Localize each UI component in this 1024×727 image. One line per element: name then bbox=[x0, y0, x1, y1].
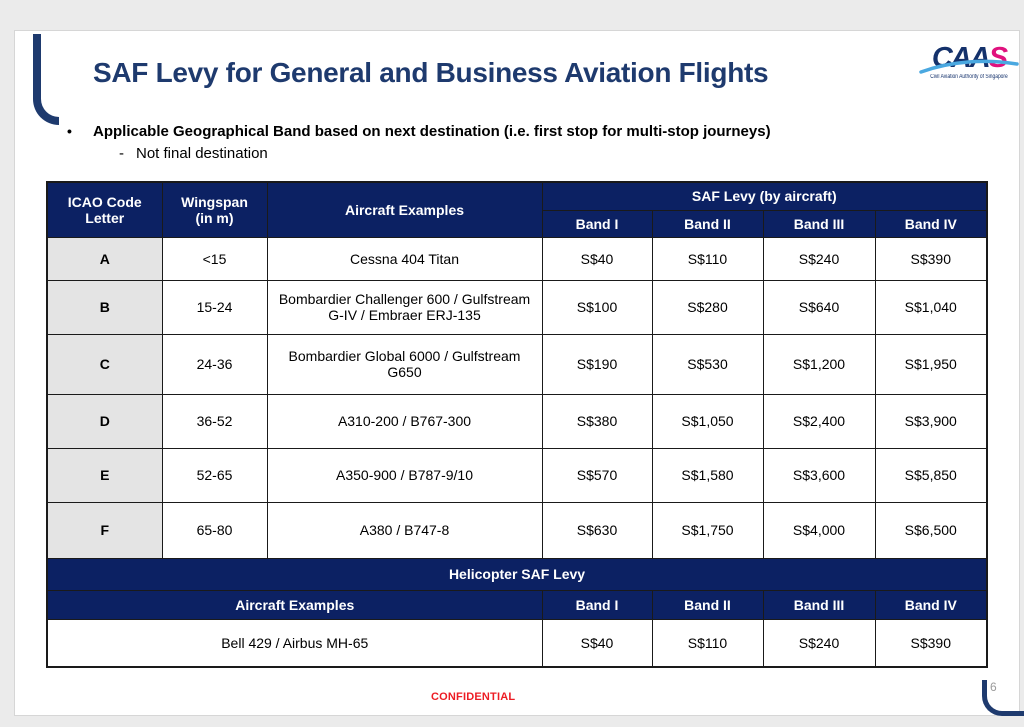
levy-band3-cell: S$2,400 bbox=[762, 393, 876, 449]
wingspan-cell: 52-65 bbox=[161, 447, 268, 503]
helicopter-levy-band3-cell: S$240 bbox=[762, 618, 876, 668]
corner-bracket-bottom-right-decoration bbox=[982, 680, 1024, 716]
levy-band3-cell: S$3,600 bbox=[762, 447, 876, 503]
wingspan-cell: <15 bbox=[161, 236, 268, 281]
levy-band4-cell: S$5,850 bbox=[874, 447, 988, 503]
aircraft-examples-cell: A350-900 / B787-9/10 bbox=[266, 447, 543, 503]
confidential-label: CONFIDENTIAL bbox=[431, 691, 516, 703]
presentation-slide: SAF Levy for General and Business Aviati… bbox=[14, 30, 1024, 716]
helicopter-levy-band1-cell: S$40 bbox=[541, 618, 653, 668]
aircraft-examples-cell: Bombardier Global 6000 / Gulfstream G650 bbox=[266, 333, 543, 395]
table-row-f: F 65-80 A380 / B747-8 S$630 S$1,750 S$4,… bbox=[46, 501, 988, 559]
helicopter-col-header-band-1: Band I bbox=[541, 589, 653, 620]
caas-logo: CAAS Civil Aviation Authority of Singapo… bbox=[917, 43, 1021, 80]
levy-band3-cell: S$4,000 bbox=[762, 501, 876, 559]
col-header-band-4: Band IV bbox=[874, 209, 988, 238]
levy-band1-cell: S$190 bbox=[541, 333, 653, 395]
table-row-b: B 15-24 Bombardier Challenger 600 / Gulf… bbox=[46, 279, 988, 335]
icao-letter-cell: F bbox=[46, 501, 163, 559]
levy-band4-cell: S$1,950 bbox=[874, 333, 988, 395]
levy-band3-cell: S$640 bbox=[762, 279, 876, 335]
levy-band2-cell: S$280 bbox=[651, 279, 764, 335]
levy-band2-cell: S$1,580 bbox=[651, 447, 764, 503]
wingspan-cell: 36-52 bbox=[161, 393, 268, 449]
caas-logo-letter-accent: S bbox=[988, 42, 1008, 74]
levy-band1-cell: S$380 bbox=[541, 393, 653, 449]
col-header-saf-levy-group: SAF Levy (by aircraft) bbox=[541, 181, 988, 211]
helicopter-levy-band4-cell: S$390 bbox=[874, 618, 988, 668]
col-header-wingspan: Wingspan (in m) bbox=[161, 181, 268, 238]
wingspan-cell: 65-80 bbox=[161, 501, 268, 559]
col-header-wingspan-line2: (in m) bbox=[195, 209, 234, 226]
icao-letter-cell: D bbox=[46, 393, 163, 449]
levy-band3-cell: S$1,200 bbox=[762, 333, 876, 395]
levy-band3-cell: S$240 bbox=[762, 236, 876, 281]
bullet-item: • Applicable Geographical Band based on … bbox=[67, 123, 771, 140]
icao-letter-cell: A bbox=[46, 236, 163, 281]
table-row-e: E 52-65 A350-900 / B787-9/10 S$570 S$1,5… bbox=[46, 447, 988, 503]
saf-levy-table: ICAO Code Letter Wingspan (in m) Aircraf… bbox=[46, 181, 989, 668]
levy-band4-cell: S$390 bbox=[874, 236, 988, 281]
levy-band1-cell: S$100 bbox=[541, 279, 653, 335]
icao-letter-cell: E bbox=[46, 447, 163, 503]
table-row-d: D 36-52 A310-200 / B767-300 S$380 S$1,05… bbox=[46, 393, 988, 449]
bullet-text: Applicable Geographical Band based on ne… bbox=[93, 123, 771, 140]
slide-title: SAF Levy for General and Business Aviati… bbox=[93, 57, 769, 88]
caas-logo-wordmark: CAAS bbox=[917, 42, 1021, 74]
helicopter-col-header-band-4: Band IV bbox=[874, 589, 988, 620]
icao-letter-cell: B bbox=[46, 279, 163, 335]
caas-logo-letters-navy: CAA bbox=[931, 42, 991, 74]
aircraft-examples-cell: A380 / B747-8 bbox=[266, 501, 543, 559]
sub-bullet-dash: - bbox=[119, 145, 124, 162]
levy-band4-cell: S$3,900 bbox=[874, 393, 988, 449]
helicopter-section-title: Helicopter SAF Levy bbox=[46, 557, 988, 591]
levy-band4-cell: S$1,040 bbox=[874, 279, 988, 335]
helicopter-row: Bell 429 / Airbus MH-65 S$40 S$110 S$240… bbox=[46, 618, 988, 668]
helicopter-col-header-band-3: Band III bbox=[762, 589, 876, 620]
col-header-band-1: Band I bbox=[541, 209, 653, 238]
levy-band1-cell: S$40 bbox=[541, 236, 653, 281]
col-header-icao-line1: ICAO Code bbox=[67, 193, 142, 210]
sub-bullet-text: Not final destination bbox=[136, 145, 268, 162]
levy-band1-cell: S$630 bbox=[541, 501, 653, 559]
wingspan-cell: 15-24 bbox=[161, 279, 268, 335]
aircraft-examples-cell: Bombardier Challenger 600 / Gulfstream G… bbox=[266, 279, 543, 335]
levy-band2-cell: S$1,750 bbox=[651, 501, 764, 559]
wingspan-cell: 24-36 bbox=[161, 333, 268, 395]
helicopter-aircraft-examples-cell: Bell 429 / Airbus MH-65 bbox=[46, 618, 543, 668]
bullet-marker: • bbox=[67, 123, 72, 139]
col-header-band-3: Band III bbox=[762, 209, 876, 238]
col-header-aircraft-examples: Aircraft Examples bbox=[266, 181, 543, 238]
col-header-wingspan-line1: Wingspan bbox=[181, 193, 248, 210]
helicopter-levy-band2-cell: S$110 bbox=[651, 618, 764, 668]
col-header-icao-line2: Letter bbox=[85, 209, 125, 226]
helicopter-col-header-band-2: Band II bbox=[651, 589, 764, 620]
aircraft-examples-cell: Cessna 404 Titan bbox=[266, 236, 543, 281]
helicopter-col-header-aircraft-examples: Aircraft Examples bbox=[46, 589, 543, 620]
levy-band2-cell: S$1,050 bbox=[651, 393, 764, 449]
aircraft-examples-cell: A310-200 / B767-300 bbox=[266, 393, 543, 449]
table-row-c: C 24-36 Bombardier Global 6000 / Gulfstr… bbox=[46, 333, 988, 395]
caas-logo-tagline: Civil Aviation Authority of Singapore bbox=[930, 74, 1008, 80]
levy-band4-cell: S$6,500 bbox=[874, 501, 988, 559]
levy-band1-cell: S$570 bbox=[541, 447, 653, 503]
levy-band2-cell: S$530 bbox=[651, 333, 764, 395]
sub-bullet-item: - Not final destination bbox=[119, 145, 771, 162]
corner-bracket-top-left-decoration bbox=[33, 34, 59, 125]
col-header-icao-code-letter: ICAO Code Letter bbox=[46, 181, 163, 238]
col-header-band-2: Band II bbox=[651, 209, 764, 238]
bullet-list: • Applicable Geographical Band based on … bbox=[67, 123, 771, 162]
icao-letter-cell: C bbox=[46, 333, 163, 395]
levy-band2-cell: S$110 bbox=[651, 236, 764, 281]
table-row-a: A <15 Cessna 404 Titan S$40 S$110 S$240 … bbox=[46, 236, 988, 281]
